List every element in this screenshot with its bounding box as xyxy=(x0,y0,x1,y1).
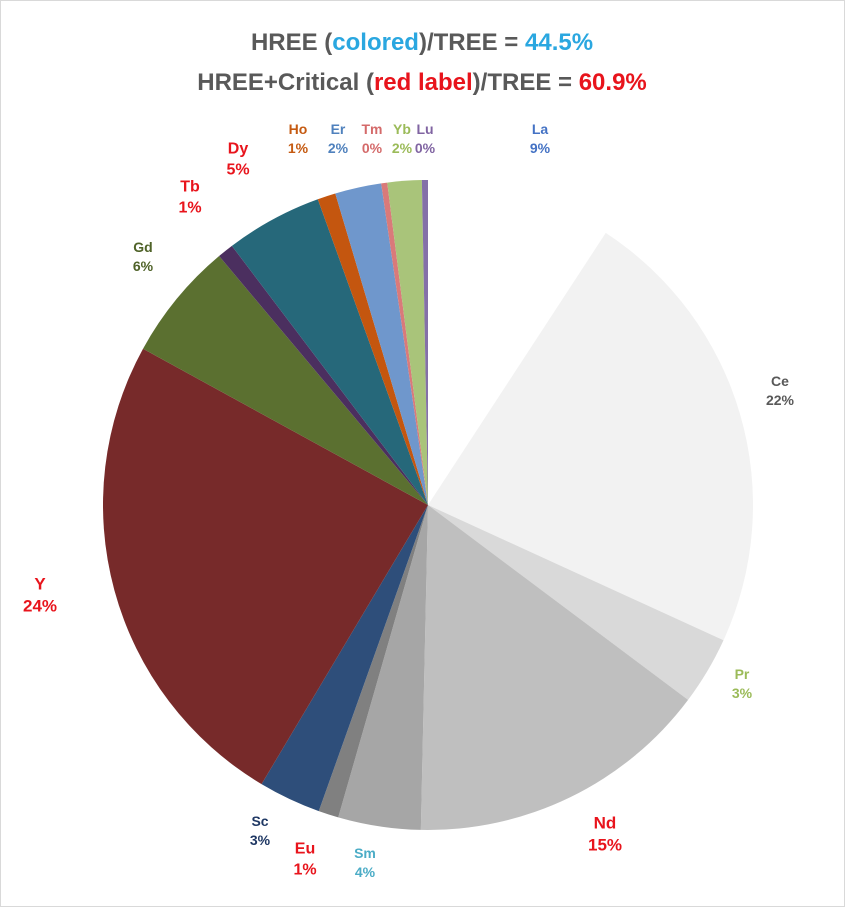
title-part: HREE+Critical ( xyxy=(197,69,374,96)
slice-label-name: La xyxy=(532,121,549,137)
pie-slice xyxy=(231,199,428,506)
slice-label-value: 6% xyxy=(133,258,154,274)
slice-label-name: Eu xyxy=(295,841,315,858)
pie-slice xyxy=(428,180,606,505)
slice-label-name: Tb xyxy=(180,179,200,196)
pie-slice xyxy=(381,182,428,505)
pie-slice xyxy=(102,348,428,785)
slice-label-name: Lu xyxy=(416,121,433,137)
title-part: )/TREE = xyxy=(473,69,579,96)
pie-slice xyxy=(338,505,428,830)
slice-label-value: 3% xyxy=(250,832,271,848)
title-line-2: HREE+Critical (red label)/TREE = 60.9% xyxy=(197,69,647,96)
slice-label-value: 15% xyxy=(588,835,622,854)
title-part: colored xyxy=(332,29,419,56)
slice-label-name: Sc xyxy=(251,813,268,829)
slice-label-name: Nd xyxy=(594,813,617,832)
slice-label-value: 24% xyxy=(23,596,57,615)
slice-label-value: 0% xyxy=(415,140,436,156)
pie-slice xyxy=(318,505,428,818)
slice-label-value: 5% xyxy=(226,162,249,179)
pie-slice xyxy=(428,505,724,700)
slice-label-name: Pr xyxy=(735,666,750,682)
slice-label-value: 1% xyxy=(178,200,201,217)
slice-label-value: 0% xyxy=(362,140,383,156)
pie-slice xyxy=(143,256,428,505)
slice-label-name: Sm xyxy=(354,845,376,861)
slice-label-name: Ho xyxy=(289,121,308,137)
pie-slice xyxy=(387,180,428,505)
slice-label-name: Yb xyxy=(393,121,411,137)
slice-label-name: Gd xyxy=(133,239,152,255)
slice-label-name: Er xyxy=(331,121,346,137)
pie-slice xyxy=(420,505,689,830)
pie-slice xyxy=(317,193,428,505)
slice-label-value: 4% xyxy=(355,864,376,880)
title-line-1: HREE (colored)/TREE = 44.5% xyxy=(251,29,593,56)
slice-label-value: 22% xyxy=(766,392,795,408)
slice-label-value: 1% xyxy=(293,862,316,879)
pie-slice xyxy=(261,505,428,812)
title-part: HREE ( xyxy=(251,29,332,56)
slice-label-value: 9% xyxy=(530,140,551,156)
slice-label-value: 2% xyxy=(392,140,413,156)
slice-label-value: 1% xyxy=(288,140,309,156)
title-part: red label xyxy=(374,69,473,96)
title-part: 44.5% xyxy=(525,29,593,56)
slice-label-name: Dy xyxy=(228,141,249,158)
title-part: 60.9% xyxy=(579,69,647,96)
pie-slice xyxy=(219,245,428,505)
pie-slice xyxy=(428,232,753,641)
slice-label-name: Tm xyxy=(362,121,383,137)
slice-label-name: Ce xyxy=(771,373,789,389)
slice-label-name: Y xyxy=(34,574,46,593)
slice-label-value: 2% xyxy=(328,140,349,156)
title-part: )/TREE = xyxy=(419,29,525,56)
slice-label-value: 3% xyxy=(732,685,753,701)
pie-slice xyxy=(421,180,428,505)
pie-slice xyxy=(335,183,428,505)
